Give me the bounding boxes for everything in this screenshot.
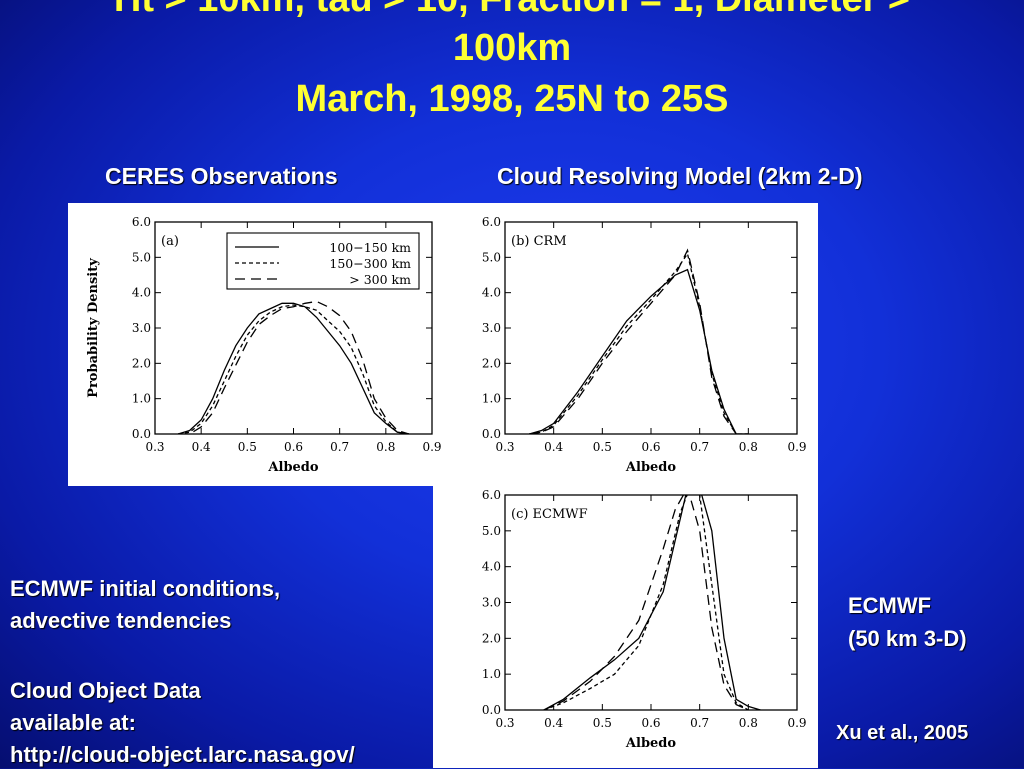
y-tick-label: 5.0 bbox=[482, 524, 501, 538]
slide-title-line1: Ht > 10km, tau > 10, Fraction = 1, Diame… bbox=[0, 0, 1024, 20]
y-tick-label: 6.0 bbox=[482, 488, 501, 502]
series-line-dotted bbox=[529, 252, 749, 434]
y-tick-label: 0.0 bbox=[482, 427, 501, 441]
note-cloud-object-data: Cloud Object Data bbox=[10, 678, 201, 703]
slide-title-line2: 100km bbox=[452, 27, 572, 69]
x-tick-label: 0.3 bbox=[495, 716, 514, 730]
y-tick-label: 3.0 bbox=[132, 321, 151, 335]
y-tick-label: 1.0 bbox=[132, 392, 151, 406]
x-tick-label: 0.6 bbox=[641, 440, 660, 454]
chart-ceres: 0.3 0.4 0.5 0.6 0.7 0.8 0.9 0.0 1.0 2.0 3.0 4.0 5.0 6… bbox=[86, 215, 442, 475]
y-tick-label: 5.0 bbox=[482, 250, 501, 264]
x-tick-label: 0.3 bbox=[145, 440, 164, 454]
series-line-solid bbox=[543, 495, 761, 710]
y-tick-label: 5.0 bbox=[132, 250, 151, 264]
y-tick-label: 0.0 bbox=[132, 427, 151, 441]
x-tick-label: 0.5 bbox=[593, 716, 612, 730]
x-tick-label: 0.7 bbox=[330, 440, 349, 454]
legend-label: > 300 km bbox=[349, 272, 411, 287]
legend-box bbox=[226, 232, 420, 290]
slide-title-line3: March, 1998, 25N to 25S bbox=[295, 78, 729, 120]
panel-label: (c) ECMWF bbox=[511, 507, 588, 522]
ceres-heading: CERES Observations bbox=[105, 163, 338, 189]
legend-label: 100−150 km bbox=[329, 240, 411, 255]
y-tick-label: 4.0 bbox=[482, 560, 501, 574]
y-tick-label: 1.0 bbox=[482, 667, 501, 681]
x-axis-label: Albedo bbox=[267, 460, 318, 475]
y-tick-label: 2.0 bbox=[482, 631, 501, 645]
y-axis-label: Probability Density bbox=[86, 258, 101, 398]
y-tick-label: 2.0 bbox=[132, 356, 151, 370]
series-line-dashed bbox=[178, 300, 410, 434]
series-line-dotted bbox=[543, 495, 749, 710]
x-tick-label: 0.3 bbox=[495, 440, 514, 454]
note-ecmwf-conditions: ECMWF initial conditions, bbox=[10, 576, 281, 601]
series-line-solid bbox=[177, 302, 410, 434]
x-tick-label: 0.9 bbox=[787, 716, 806, 730]
lower-figure-panel bbox=[433, 486, 818, 768]
note-advective-tendencies: advective tendencies bbox=[10, 608, 232, 633]
crm-heading: Cloud Resolving Model (2km 2-D) bbox=[497, 163, 863, 189]
plot-frame bbox=[504, 221, 798, 435]
x-tick-label: 0.8 bbox=[739, 440, 758, 454]
chart-crm: 0.3 0.4 0.5 0.6 0.7 0.8 0.9 0.0 1.0 2.0 3.0 4.0 5.0 6… bbox=[482, 215, 807, 475]
y-tick-label: 6.0 bbox=[132, 215, 151, 229]
x-tick-label: 0.4 bbox=[192, 440, 211, 454]
chart-ecmwf: 0.3 0.4 0.5 0.6 0.7 0.8 0.9 0.0 1.0 2.0 3.0 4.0 5.0 6… bbox=[482, 488, 807, 751]
series-line-dotted bbox=[177, 304, 410, 434]
x-tick-label: 0.9 bbox=[787, 440, 806, 454]
x-tick-label: 0.5 bbox=[238, 440, 257, 454]
x-tick-label: 0.9 bbox=[422, 440, 441, 454]
x-tick-label: 0.8 bbox=[739, 716, 758, 730]
x-tick-label: 0.5 bbox=[593, 440, 612, 454]
x-tick-label: 0.8 bbox=[376, 440, 395, 454]
y-tick-label: 0.0 bbox=[482, 703, 501, 717]
citation: Xu et al., 2005 bbox=[836, 722, 969, 744]
note-available-at: available at: bbox=[10, 710, 136, 735]
y-tick-label: 6.0 bbox=[482, 215, 501, 229]
panel-label: (b) CRM bbox=[511, 234, 567, 249]
legend-label: 150−300 km bbox=[329, 256, 411, 271]
y-tick-label: 1.0 bbox=[482, 392, 501, 406]
x-tick-label: 0.4 bbox=[544, 440, 563, 454]
ecmwf-label: ECMWF bbox=[848, 593, 932, 618]
x-axis-label: Albedo bbox=[625, 736, 676, 751]
x-axis-label: Albedo bbox=[625, 460, 676, 475]
cloud-object-link[interactable]: http://cloud-object.larc.nasa.gov/ bbox=[10, 742, 355, 767]
ecmwf-resolution-label: (50 km 3-D) bbox=[848, 626, 967, 651]
y-tick-label: 3.0 bbox=[482, 596, 501, 610]
series-line-dashed bbox=[529, 248, 749, 434]
y-tick-label: 4.0 bbox=[482, 286, 501, 300]
x-tick-label: 0.6 bbox=[641, 716, 660, 730]
y-tick-label: 3.0 bbox=[482, 321, 501, 335]
panel-label: (a) bbox=[161, 234, 179, 249]
y-tick-label: 4.0 bbox=[132, 286, 151, 300]
x-tick-label: 0.6 bbox=[284, 440, 303, 454]
x-tick-label: 0.4 bbox=[544, 716, 563, 730]
y-tick-label: 2.0 bbox=[482, 356, 501, 370]
x-tick-label: 0.7 bbox=[690, 716, 709, 730]
series-line-dashed bbox=[543, 495, 749, 710]
upper-figure-panel bbox=[68, 203, 818, 486]
series-line-solid bbox=[529, 268, 749, 434]
x-tick-label: 0.7 bbox=[690, 440, 709, 454]
plot-frame bbox=[504, 494, 798, 711]
